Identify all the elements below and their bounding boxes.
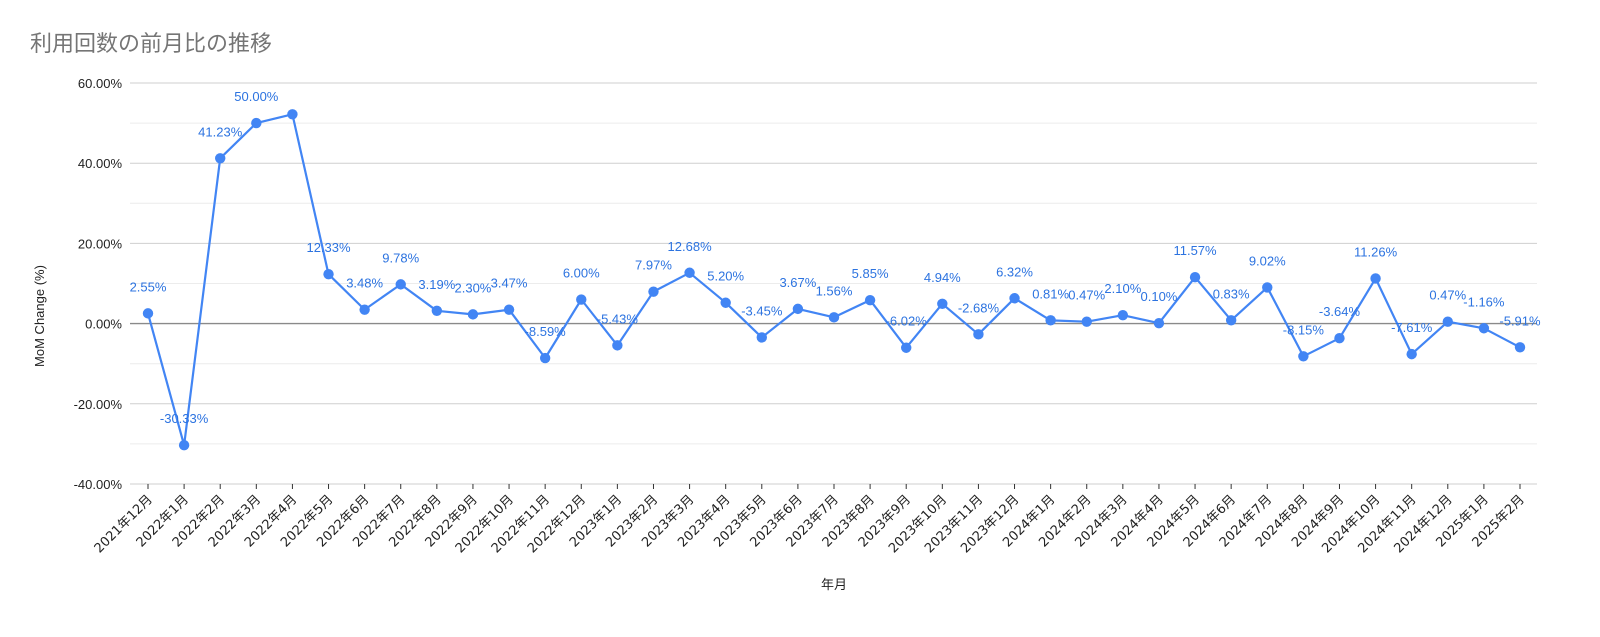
data-point — [395, 279, 406, 290]
data-point — [323, 268, 334, 280]
data-point — [359, 304, 370, 315]
y-tick-label: 60.00% — [78, 76, 123, 91]
data-point — [1514, 342, 1526, 353]
data-point — [828, 312, 840, 323]
data-label: -30.33% — [160, 411, 209, 426]
data-label: 0.47% — [1068, 288, 1105, 303]
data-point — [1045, 315, 1056, 326]
data-point — [1406, 348, 1417, 360]
data-point — [215, 153, 226, 164]
gridlines — [130, 82, 1537, 485]
data-point — [287, 109, 298, 120]
data-label: 5.85% — [852, 266, 889, 281]
data-label: 6.00% — [563, 266, 600, 281]
data-point — [1262, 282, 1273, 293]
data-point — [142, 308, 154, 319]
data-label: 3.47% — [491, 276, 528, 291]
data-label: 7.97% — [635, 258, 672, 273]
series-mom-change — [142, 109, 1526, 451]
data-label: 0.83% — [1213, 286, 1250, 301]
y-tick-label: -40.00% — [74, 477, 123, 492]
data-label: 6.32% — [996, 264, 1033, 279]
data-label: 11.57% — [1173, 243, 1217, 258]
data-label: 2.30% — [455, 280, 492, 295]
data-label: 0.10% — [1141, 289, 1178, 304]
y-tick-label: 40.00% — [78, 156, 123, 171]
data-point — [864, 294, 876, 306]
data-label: 50.00% — [234, 89, 279, 104]
data-point — [251, 117, 262, 129]
x-axis: 2021年12月2022年1月2022年2月2022年3月2022年4月2022… — [92, 484, 1528, 556]
data-label: 3.48% — [346, 276, 383, 291]
data-point — [539, 352, 551, 364]
data-point — [684, 267, 695, 278]
data-label: 12.33% — [306, 240, 351, 255]
data-point — [612, 340, 623, 351]
y-axis-ticks: 60.00% 40.00% 20.00% 0.00% -20.00% -40.00% — [74, 76, 123, 492]
y-tick-label: -20.00% — [74, 397, 123, 412]
data-label: 5.20% — [707, 269, 744, 284]
data-label: -5.91% — [1499, 313, 1541, 328]
data-point — [1081, 316, 1092, 327]
data-point — [1189, 272, 1201, 283]
data-label: -1.16% — [1463, 294, 1505, 309]
data-label: -3.45% — [741, 303, 783, 318]
data-label: -7.61% — [1391, 320, 1433, 335]
data-label: -2.68% — [958, 300, 1000, 315]
data-label: 9.02% — [1249, 253, 1286, 268]
data-label: -8.59% — [525, 324, 567, 339]
data-label: 9.78% — [382, 250, 419, 265]
data-point — [792, 303, 804, 315]
data-point — [1370, 273, 1381, 284]
data-point — [756, 332, 767, 343]
data-point — [503, 304, 515, 315]
data-point — [901, 342, 912, 353]
data-point — [431, 305, 443, 317]
data-point — [467, 309, 479, 320]
data-point — [1442, 316, 1453, 327]
data-point — [1225, 315, 1237, 326]
data-label: 2.10% — [1104, 281, 1141, 296]
data-point — [1117, 309, 1129, 321]
data-point — [973, 329, 984, 340]
data-label: 41.23% — [198, 124, 243, 139]
chart-title: 利用回数の前月比の推移 — [30, 32, 273, 57]
data-label: -6.02% — [886, 314, 928, 329]
data-point — [576, 294, 587, 305]
y-tick-label: 0.00% — [85, 317, 122, 332]
data-label: 0.81% — [1032, 286, 1069, 301]
data-point — [937, 298, 948, 309]
data-labels: 2.55% -30.33% 41.23% 50.00% 12.33% 3.48% 9.78%… — [130, 89, 1541, 426]
data-label: 3.67% — [779, 275, 816, 290]
data-point — [1153, 317, 1165, 329]
data-label: 1.56% — [816, 283, 853, 298]
data-label: 3.19% — [418, 277, 455, 292]
data-label: -3.64% — [1319, 304, 1361, 319]
data-point — [1334, 332, 1345, 344]
data-label: -8.15% — [1283, 322, 1325, 337]
data-point — [648, 286, 659, 297]
data-point — [1478, 323, 1490, 334]
y-axis-title: MoM Change (%) — [32, 265, 47, 367]
data-label: 11.26% — [1354, 244, 1398, 259]
x-axis-title: 年月 — [821, 577, 847, 592]
data-label: 0.47% — [1429, 288, 1466, 303]
data-label: 12.68% — [668, 239, 713, 254]
y-tick-label: 20.00% — [78, 236, 123, 251]
data-label: 2.55% — [130, 279, 167, 294]
data-point — [1298, 351, 1309, 362]
data-point — [178, 440, 190, 451]
data-point — [720, 297, 731, 308]
data-label: 4.94% — [924, 270, 961, 285]
data-label: -5.43% — [597, 311, 639, 326]
data-point — [1009, 293, 1020, 304]
